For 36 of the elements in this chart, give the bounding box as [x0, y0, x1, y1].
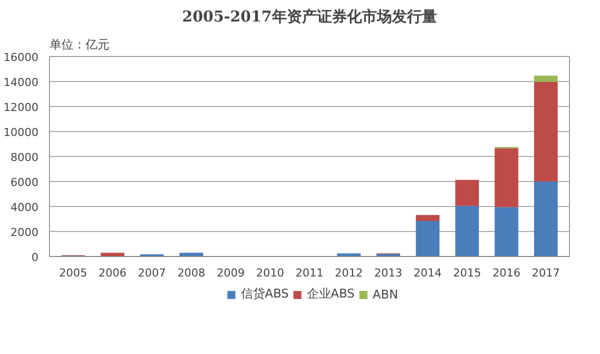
- x-tick-label: 2005: [59, 266, 88, 280]
- x-tick-label: 2009: [216, 266, 245, 280]
- x-tick-label: 2007: [138, 266, 166, 280]
- legend-label: ABN: [372, 287, 398, 301]
- y-tick-label: 0: [32, 251, 38, 264]
- y-tick-label: 14000: [4, 76, 39, 89]
- bar: [494, 148, 518, 208]
- x-tick-label: 2016: [492, 266, 520, 280]
- chart-title: 2005-2017年资产证券化市场发行量: [182, 8, 437, 26]
- bar: [455, 206, 479, 256]
- y-tick-label: 2000: [10, 226, 39, 239]
- bar: [534, 82, 558, 182]
- x-tick-label: 2008: [177, 266, 206, 280]
- bar: [494, 207, 518, 256]
- y-axis-title: 单位：亿元: [50, 38, 110, 52]
- bar: [534, 76, 558, 82]
- bar: [534, 182, 558, 256]
- y-tick-label: 8000: [10, 151, 39, 164]
- x-tick-label: 2017: [532, 266, 560, 280]
- x-tick-label: 2013: [374, 266, 402, 280]
- x-tick-label: 2012: [334, 266, 363, 280]
- legend-label: 企业ABS: [306, 286, 355, 302]
- bar: [416, 215, 440, 221]
- bar: [416, 221, 440, 256]
- bar: [455, 180, 479, 206]
- y-tick-label: 4000: [10, 201, 39, 214]
- legend-label: 信贷ABS: [240, 286, 289, 302]
- x-tick-label: 2010: [256, 266, 284, 280]
- x-tick-label: 2015: [453, 266, 482, 280]
- y-tick-label: 6000: [10, 176, 39, 189]
- y-tick-label: 12000: [4, 101, 39, 114]
- y-tick-label: 10000: [4, 126, 39, 139]
- y-tick-label: 16000: [4, 51, 39, 64]
- x-tick-label: 2006: [98, 266, 127, 280]
- x-tick-label: 2011: [296, 266, 324, 280]
- x-tick-label: 2014: [414, 266, 442, 280]
